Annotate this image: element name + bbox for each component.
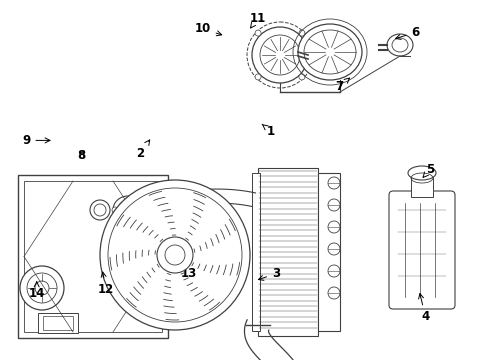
FancyBboxPatch shape [389,191,455,309]
Text: 14: 14 [28,281,45,300]
Bar [411,177,433,197]
Text: 12: 12 [98,272,114,296]
Ellipse shape [408,166,436,180]
Text: 2: 2 [136,140,149,159]
Text: 5: 5 [423,163,435,177]
Circle shape [299,30,305,36]
Text: 1: 1 [262,124,275,138]
Circle shape [328,243,340,255]
Text: 7: 7 [336,78,349,93]
Circle shape [131,196,138,202]
Ellipse shape [298,24,362,80]
Bar [258,168,318,336]
Circle shape [299,74,305,80]
Text: 6: 6 [396,26,420,39]
Text: 8: 8 [77,149,86,162]
Bar [38,313,78,333]
Text: 9: 9 [22,134,50,147]
Circle shape [255,74,261,80]
Circle shape [112,207,118,213]
Circle shape [100,180,250,330]
Circle shape [131,218,138,224]
Circle shape [252,27,308,83]
Bar [318,173,340,331]
Bar [24,181,162,332]
Bar [252,173,260,331]
Circle shape [328,221,340,233]
Circle shape [140,215,156,231]
Circle shape [328,199,340,211]
Bar [43,316,73,330]
Text: 11: 11 [250,12,266,28]
Circle shape [328,177,340,189]
Bar [18,175,168,338]
Circle shape [255,30,261,36]
Circle shape [90,200,110,220]
Text: 4: 4 [418,293,430,323]
Text: 10: 10 [195,22,221,36]
Circle shape [328,265,340,277]
Ellipse shape [387,34,413,56]
Circle shape [328,287,340,299]
Ellipse shape [113,196,143,224]
Text: 13: 13 [180,264,196,280]
Text: 3: 3 [258,267,280,280]
Circle shape [20,266,64,310]
Circle shape [157,237,193,273]
